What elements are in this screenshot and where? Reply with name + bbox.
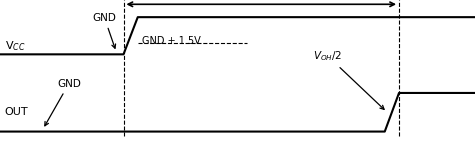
Text: $V_{OH}/2$: $V_{OH}/2$: [313, 49, 384, 109]
Text: GND: GND: [45, 79, 81, 126]
Text: GND + 1.5V: GND + 1.5V: [142, 36, 201, 46]
Text: $t_{ON}$: $t_{ON}$: [252, 0, 271, 1]
Text: V$_{CC}$: V$_{CC}$: [5, 39, 25, 53]
Text: GND: GND: [93, 13, 116, 48]
Text: OUT: OUT: [5, 107, 28, 117]
